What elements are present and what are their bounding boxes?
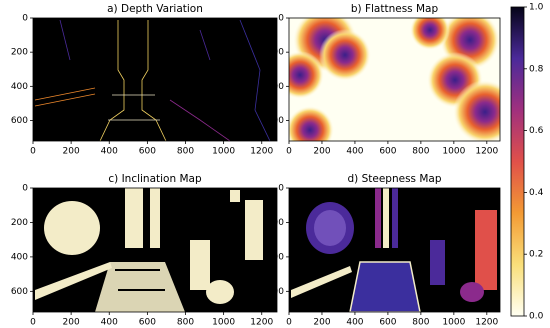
image-b — [289, 18, 500, 141]
colorbar-tick-label: 0.2 — [529, 250, 543, 260]
x-tick-label: 600 — [379, 318, 396, 328]
x-tick-label: 800 — [412, 147, 429, 157]
x-tick-label: 200 — [313, 318, 330, 328]
x-tick-label: 1000 — [212, 318, 235, 328]
x-tick-label: 0 — [30, 147, 36, 157]
y-tick-label: 600 — [267, 116, 284, 126]
axes-frame — [288, 187, 501, 313]
y-tick-label: 600 — [11, 287, 28, 297]
panel-title: c) Inclination Map — [108, 173, 202, 185]
panel-title: b) Flattness Map — [351, 3, 439, 15]
x-tick-label: 400 — [346, 147, 363, 157]
x-tick-label: 400 — [346, 318, 363, 328]
image-a — [33, 18, 277, 141]
colorbar-tick-label: 0.4 — [529, 188, 544, 198]
panel-title: a) Depth Variation — [107, 3, 203, 15]
y-tick-label: 600 — [267, 287, 284, 297]
y-tick-label: 200 — [267, 48, 284, 58]
y-tick-label: 200 — [267, 218, 284, 228]
y-tick-label: 0 — [278, 184, 284, 194]
x-tick-label: 600 — [139, 318, 156, 328]
x-tick-label: 600 — [379, 147, 396, 157]
y-tick-label: 400 — [11, 252, 28, 262]
x-tick-label: 1200 — [250, 318, 273, 328]
image-c — [33, 188, 277, 312]
y-tick-label: 400 — [267, 252, 284, 262]
x-tick-label: 1200 — [475, 147, 498, 157]
x-tick-label: 1000 — [212, 147, 235, 157]
y-tick-label: 0 — [22, 14, 28, 24]
y-tick-label: 0 — [22, 184, 28, 194]
x-tick-label: 0 — [286, 147, 292, 157]
y-tick-label: 600 — [11, 116, 28, 126]
y-tick-label: 400 — [11, 82, 28, 92]
panel-title: d) Steepness Map — [347, 173, 441, 185]
x-tick-label: 400 — [101, 147, 118, 157]
axes-frame — [288, 17, 501, 142]
x-tick-label: 800 — [177, 318, 194, 328]
axes-frame — [32, 187, 278, 313]
y-tick-label: 200 — [11, 48, 28, 58]
x-tick-label: 0 — [286, 318, 292, 328]
image-d — [289, 188, 500, 312]
colorbar-tick-label: 1.0 — [529, 3, 544, 13]
x-tick-label: 1200 — [475, 318, 498, 328]
colorbar — [510, 6, 525, 317]
colorbar-tick-label: 0.6 — [529, 126, 544, 136]
x-tick-label: 600 — [139, 147, 156, 157]
x-tick-label: 0 — [30, 318, 36, 328]
y-tick-label: 400 — [267, 82, 284, 92]
colorbar-tick-label: 0.8 — [529, 64, 544, 74]
axes-frame — [32, 17, 278, 142]
x-tick-label: 400 — [101, 318, 118, 328]
y-tick-label: 200 — [11, 218, 28, 228]
x-tick-label: 1000 — [442, 147, 465, 157]
x-tick-label: 1200 — [250, 147, 273, 157]
y-tick-label: 0 — [278, 14, 284, 24]
x-tick-label: 800 — [412, 318, 429, 328]
x-tick-label: 1000 — [442, 318, 465, 328]
x-tick-label: 200 — [63, 318, 80, 328]
x-tick-label: 800 — [177, 147, 194, 157]
x-tick-label: 200 — [313, 147, 330, 157]
x-tick-label: 200 — [63, 147, 80, 157]
colorbar-tick-label: 0.0 — [529, 312, 544, 322]
